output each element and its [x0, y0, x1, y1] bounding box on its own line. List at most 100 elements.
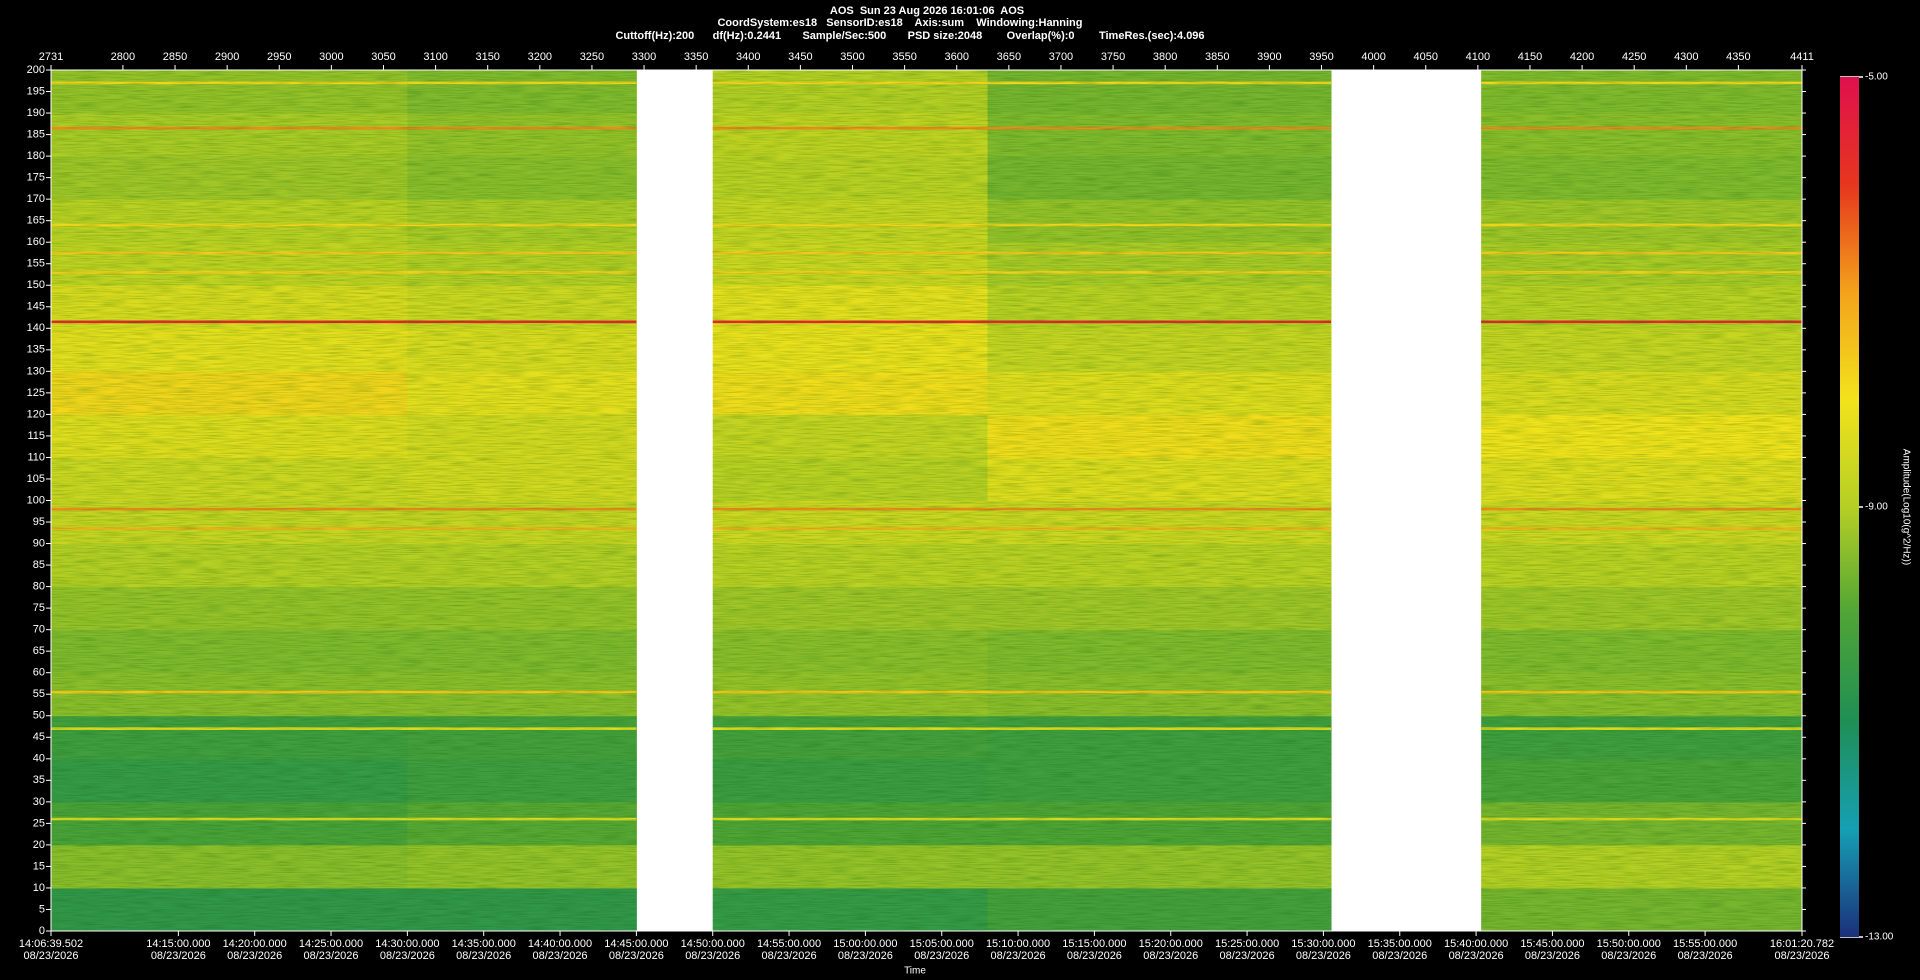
x-tick-date: 08/23/2026 [227, 950, 282, 962]
y-tick-label: 90 [33, 537, 45, 549]
y-tick-label: 80 [33, 581, 45, 593]
y-tick-label: 175 [27, 172, 45, 184]
x2-tick-label: 2800 [111, 51, 135, 63]
x-tick-date: 08/23/2026 [1525, 950, 1580, 962]
x-tick-label: 15:30:00.000 [1291, 938, 1355, 950]
y-tick-label: 0 [39, 925, 45, 937]
x-axis-label: Time [904, 966, 926, 977]
y-tick-label: 170 [27, 193, 45, 205]
y-tick-label: 190 [27, 107, 45, 119]
x2-tick-label: 2950 [267, 51, 291, 63]
x2-tick-label: 3000 [319, 51, 343, 63]
y-tick-label: 195 [27, 85, 45, 97]
y-tick-label: 60 [33, 667, 45, 679]
x-tick-label: 15:20:00.000 [1139, 938, 1203, 950]
x-tick-label: 14:20:00.000 [223, 938, 287, 950]
colorbar-tick-label: -9.00 [1865, 502, 1888, 513]
x-tick-date: 08/23/2026 [762, 950, 817, 962]
x2-tick-label: 3200 [528, 51, 552, 63]
x2-tick-label: 3950 [1309, 51, 1333, 63]
chart-title: AOS Sun 23 Aug 2026 16:01:06 AOS [830, 5, 1024, 17]
x2-tick-label: 4200 [1570, 51, 1594, 63]
x2-tick-label: 3500 [840, 51, 864, 63]
x-tick-label: 14:40:00.000 [528, 938, 592, 950]
x-tick-label: 15:45:00.000 [1520, 938, 1584, 950]
grain [407, 70, 637, 931]
x-tick-label: 14:15:00.000 [146, 938, 210, 950]
x2-tick-label: 4000 [1361, 51, 1385, 63]
y-tick-label: 95 [33, 516, 45, 528]
x2-tick-label: 3600 [944, 51, 968, 63]
y-tick-label: 35 [33, 774, 45, 786]
x2-tick-label: 3050 [371, 51, 395, 63]
x-tick-label: 15:55:00.000 [1673, 938, 1737, 950]
x2-tick-label: 3650 [997, 51, 1021, 63]
x-tick-label: 15:40:00.000 [1444, 938, 1508, 950]
y-tick-label: 45 [33, 731, 45, 743]
chart-subtitle: CoordSystem:es18 SensorID:es18 Axis:sum … [717, 17, 1082, 29]
y-tick-label: 5 [39, 903, 45, 915]
x2-tick-label: 4150 [1518, 51, 1542, 63]
x-tick-date: 08/23/2026 [380, 950, 435, 962]
y-tick-label: 85 [33, 559, 45, 571]
y-tick-label: 125 [27, 387, 45, 399]
x2-tick-label: 3800 [1153, 51, 1177, 63]
y-tick-label: 25 [33, 817, 45, 829]
x2-tick-label: 4300 [1674, 51, 1698, 63]
x-tick-label: 15:00:00.000 [833, 938, 897, 950]
x2-tick-label: 2731 [39, 51, 63, 63]
x-tick-date: 08/23/2026 [456, 950, 511, 962]
colorbar-label: Amplitude(Log10(g^2/Hz)) [1900, 449, 1911, 565]
y-tick-label: 65 [33, 645, 45, 657]
x-tick-date: 08/23/2026 [1774, 950, 1829, 962]
x-tick-label: 15:10:00.000 [986, 938, 1050, 950]
axes: 0 5 10 15 20 25 30 35 40 45 50 55 60 65 70 75 80 85 90 95 10… [19, 51, 1894, 962]
y-tick-label: 75 [33, 602, 45, 614]
x-tick-label: 15:25:00.000 [1215, 938, 1279, 950]
x-tick-label: 14:55:00.000 [757, 938, 821, 950]
x2-tick-label: 3250 [580, 51, 604, 63]
x2-tick-label: 3300 [632, 51, 656, 63]
x-tick-label: 14:30:00.000 [375, 938, 439, 950]
x-tick-date: 08/23/2026 [838, 950, 893, 962]
x-tick-label: 14:50:00.000 [681, 938, 745, 950]
x2-tick-label: 2900 [215, 51, 239, 63]
x2-tick-label: 3450 [788, 51, 812, 63]
grain [712, 70, 988, 931]
x2-tick-label: 4411 [1790, 51, 1814, 63]
y-tick-label: 30 [33, 796, 45, 808]
x-tick-date: 08/23/2026 [1601, 950, 1656, 962]
y-tick-label: 70 [33, 624, 45, 636]
x2-tick-label: 3100 [423, 51, 447, 63]
x-tick-label: 15:15:00.000 [1062, 938, 1126, 950]
y-tick-label: 165 [27, 215, 45, 227]
y-tick-label: 110 [27, 451, 45, 463]
y-tick-label: 145 [27, 301, 45, 313]
texture [51, 70, 1802, 931]
y-tick-label: 150 [27, 279, 45, 291]
x-tick-date: 08/23/2026 [303, 950, 358, 962]
x-tick-date: 08/23/2026 [1067, 950, 1122, 962]
x2-tick-label: 4050 [1414, 51, 1438, 63]
x2-tick-label: 2850 [163, 51, 187, 63]
y-tick-label: 135 [27, 344, 45, 356]
y-tick-label: 20 [33, 839, 45, 851]
x-tick-date: 08/23/2026 [1449, 950, 1504, 962]
y-tick-label: 10 [33, 882, 45, 894]
x-tick-label: 14:45:00.000 [604, 938, 668, 950]
x2-tick-label: 3900 [1257, 51, 1281, 63]
y-tick-label: 100 [27, 494, 45, 506]
x-tick-label: 14:06:39.502 [19, 938, 83, 950]
x-tick-date: 08/23/2026 [914, 950, 969, 962]
x-tick-label: 14:35:00.000 [452, 938, 516, 950]
x-tick-label: 15:35:00.000 [1368, 938, 1432, 950]
y-tick-label: 15 [33, 860, 45, 872]
y-tick-label: 180 [27, 150, 45, 162]
x2-tick-label: 3700 [1049, 51, 1073, 63]
x2-tick-label: 3350 [684, 51, 708, 63]
grain [51, 70, 408, 931]
grain [987, 70, 1332, 931]
y-tick-label: 120 [27, 408, 45, 420]
